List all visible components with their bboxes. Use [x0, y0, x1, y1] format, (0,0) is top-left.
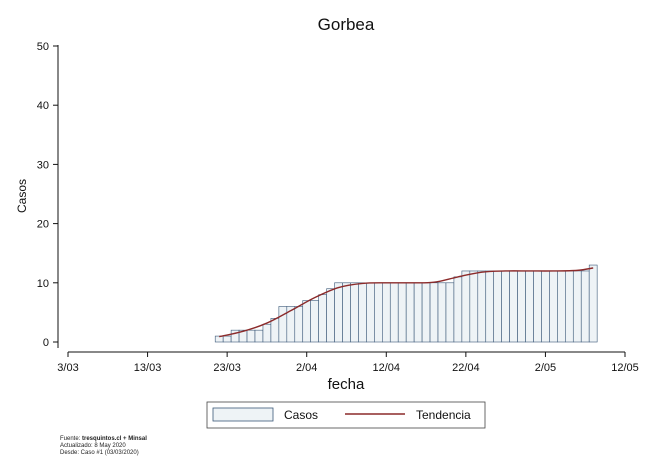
bar	[222, 335, 232, 343]
chart-title: Gorbea	[318, 15, 375, 34]
bar	[565, 270, 574, 343]
bar	[358, 282, 367, 343]
x-tick-label: 13/03	[134, 362, 162, 374]
bar	[549, 270, 558, 343]
x-tick-label: 12/05	[611, 362, 639, 374]
bar	[405, 282, 415, 343]
legend: Casos Tendencia	[206, 401, 486, 429]
bar	[310, 300, 319, 343]
y-axis-label: Casos	[15, 179, 29, 213]
bar	[270, 318, 280, 343]
bar	[509, 270, 518, 343]
bar	[461, 270, 471, 343]
bar	[278, 306, 288, 343]
footnote-source: Fuente: tresquintos.cl + Minsal	[60, 436, 147, 442]
x-tick-label: 12/04	[373, 362, 401, 374]
y-axis-ticks: 0 10 20 30 40 50	[37, 41, 58, 349]
bar	[445, 282, 455, 343]
bar-series-casos	[214, 264, 598, 343]
bar	[493, 270, 502, 343]
bar	[477, 270, 487, 343]
footnote-updated: Actualizado: 8 May 2020	[60, 443, 126, 449]
bar	[588, 264, 598, 343]
bar	[541, 270, 550, 343]
x-tick-label: 2/04	[296, 362, 317, 374]
bar	[262, 323, 272, 343]
x-tick-label: 22/04	[452, 362, 480, 374]
trend-line	[219, 267, 594, 338]
y-tick-label: 20	[37, 219, 49, 231]
legend-label-casos: Casos	[284, 408, 318, 422]
legend-swatch-casos	[212, 407, 274, 422]
bar	[374, 282, 383, 343]
bar	[501, 270, 510, 343]
bar	[382, 282, 391, 343]
y-tick-label: 10	[37, 278, 49, 290]
bar	[453, 276, 463, 343]
bar	[580, 270, 590, 343]
bar	[485, 270, 495, 343]
x-tick-label: 23/03	[213, 362, 241, 374]
bar	[533, 270, 542, 343]
bar	[334, 282, 343, 343]
bar	[318, 294, 327, 343]
footnote-since: Desde: Caso #1 (03/03/2020)	[60, 450, 139, 456]
bar	[421, 282, 431, 343]
x-tick-label: 3/03	[57, 362, 78, 374]
footnote-source-value: tresquintos.cl + Minsal	[82, 436, 147, 442]
y-tick-label: 50	[37, 41, 49, 53]
bar	[397, 282, 407, 343]
footnote: Fuente: tresquintos.cl + Minsal Actualiz…	[60, 436, 147, 457]
bar	[230, 329, 240, 343]
bar	[437, 282, 447, 343]
bar	[525, 270, 534, 343]
bar	[254, 329, 264, 343]
bar	[294, 306, 304, 343]
x-tick-label: 2/05	[535, 362, 556, 374]
bar	[557, 270, 566, 343]
x-axis-label: fecha	[328, 376, 365, 393]
bar	[302, 300, 311, 343]
legend-label-tendencia: Tendencia	[416, 408, 471, 422]
bar	[413, 282, 423, 343]
bar	[246, 329, 256, 343]
bar	[326, 288, 335, 343]
bar	[572, 270, 582, 343]
trend-series-tendencia	[219, 267, 594, 338]
bar	[366, 282, 375, 343]
bar	[350, 282, 359, 343]
y-tick-label: 40	[37, 100, 49, 112]
bar	[389, 282, 399, 343]
bar	[342, 282, 351, 343]
bar	[214, 335, 224, 343]
x-axis-ticks: 3/03 13/03 23/03 2/04 12/04 22/04 2/05 12/05	[57, 352, 639, 374]
bar	[429, 282, 439, 343]
y-tick-label: 0	[43, 337, 49, 349]
bar	[517, 270, 526, 343]
bar	[469, 270, 479, 343]
y-tick-label: 30	[37, 159, 49, 171]
